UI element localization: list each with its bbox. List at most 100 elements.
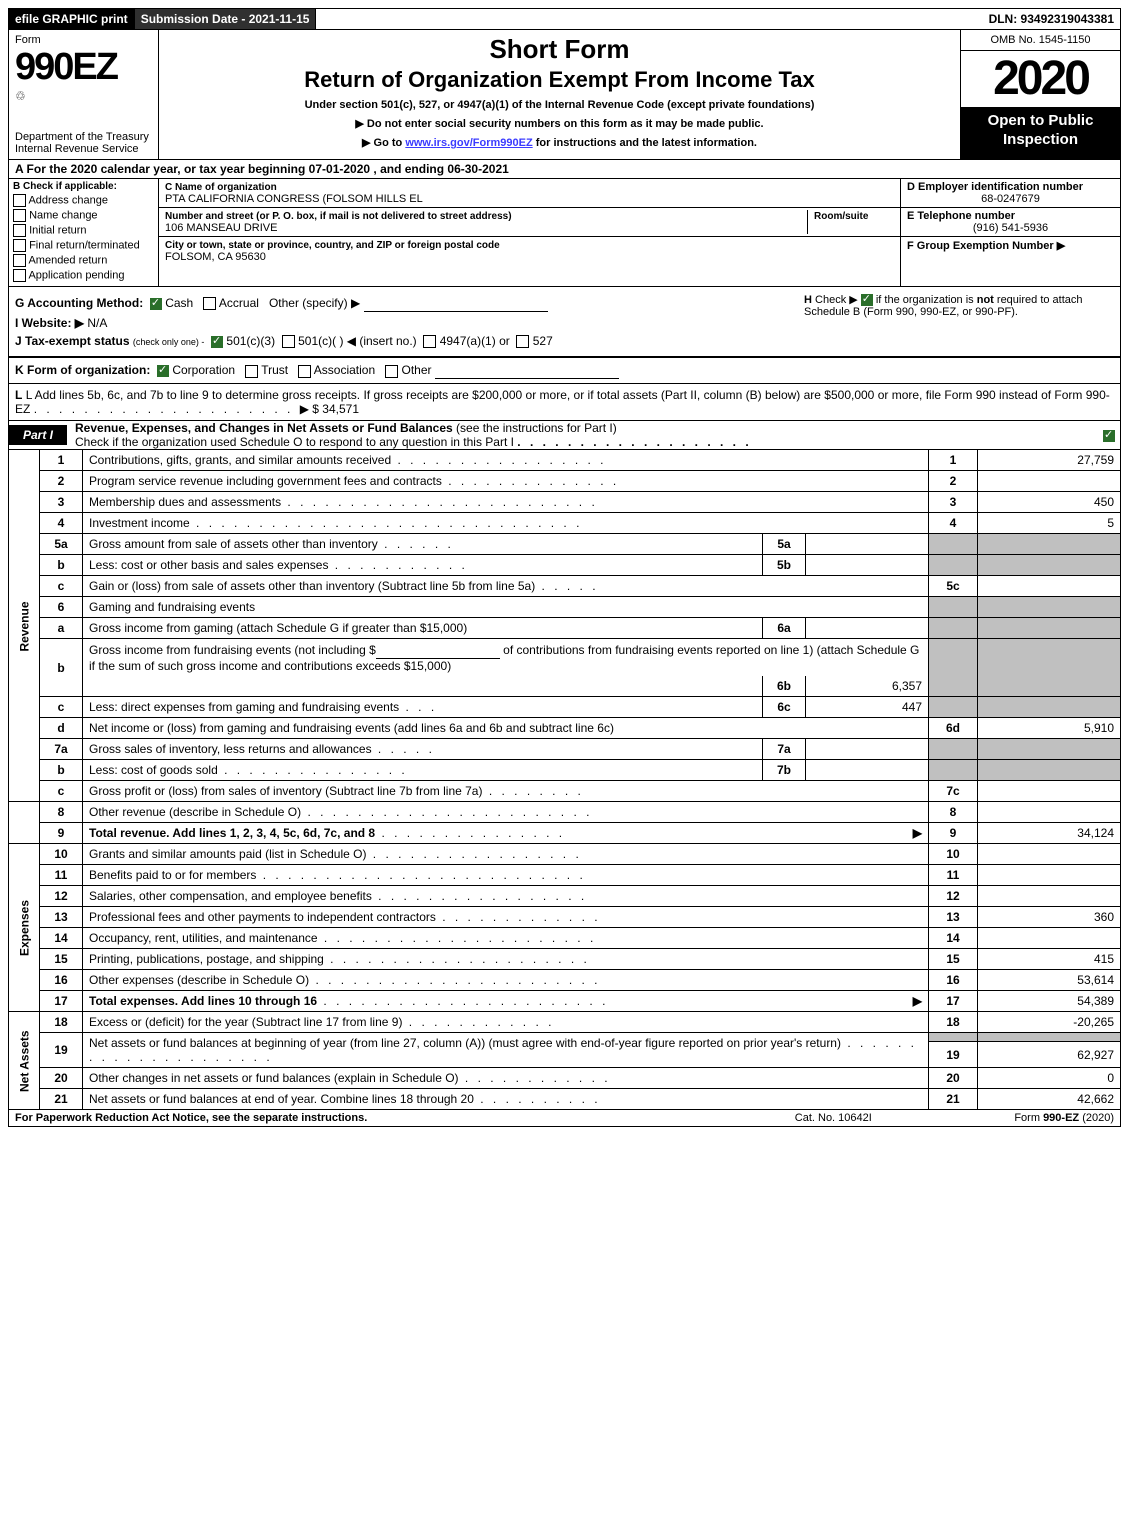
line-4-no: 4 (40, 513, 83, 534)
line-6-desc: Gaming and fundraising events (83, 597, 929, 618)
k-other: Other (402, 363, 432, 377)
chk-assoc[interactable] (298, 365, 311, 378)
line-15-amt: 415 (978, 949, 1121, 970)
line-18-no: 18 (40, 1012, 83, 1033)
shaded-cell (929, 597, 978, 618)
goto-link[interactable]: www.irs.gov/Form990EZ (405, 137, 532, 149)
part-i-header: Part I Revenue, Expenses, and Changes in… (8, 421, 1121, 450)
line-14-num: 14 (929, 928, 978, 949)
phone-label: E Telephone number (907, 210, 1015, 222)
line-9-amt: 34,124 (978, 823, 1121, 844)
form-number: 990EZ (15, 46, 152, 89)
line-6a-subval (806, 618, 929, 639)
chk-initial-return[interactable] (13, 224, 26, 237)
omb-number: OMB No. 1545-1150 (961, 30, 1120, 51)
line-2-num: 2 (929, 471, 978, 492)
group-exemption-label: F Group Exemption Number ▶ (907, 240, 1065, 252)
line-7b-sub: 7b (763, 760, 806, 781)
meta-g-l: H Check ▶ if the organization is not req… (8, 287, 1121, 357)
arrow-icon: ▶ (913, 994, 922, 1008)
chk-address-change[interactable] (13, 194, 26, 207)
line-6a-desc: Gross income from gaming (attach Schedul… (83, 618, 763, 639)
form-word: Form (15, 34, 152, 46)
line-2-desc: Program service revenue including govern… (83, 471, 929, 492)
k-assoc: Association (314, 363, 375, 377)
chk-other[interactable] (385, 365, 398, 378)
line-21-no: 21 (40, 1089, 83, 1110)
line-10-num: 10 (929, 844, 978, 865)
h-label: H (804, 294, 812, 306)
line-8-desc: Other revenue (describe in Schedule O) .… (83, 802, 929, 823)
line-1-no: 1 (40, 450, 83, 471)
chk-cash[interactable] (150, 298, 162, 310)
main-title: Return of Organization Exempt From Incom… (169, 67, 950, 93)
dept-treasury: Department of the Treasury (15, 131, 152, 143)
line-9-desc: Total revenue. Add lines 1, 2, 3, 4, 5c,… (83, 823, 929, 844)
line-6b-sub: 6b (763, 676, 806, 697)
g-other-input[interactable] (364, 295, 548, 312)
line-21-amt: 42,662 (978, 1089, 1121, 1110)
line-6a-no: a (40, 618, 83, 639)
footer-right-pre: Form (1014, 1112, 1043, 1124)
line-4-amt: 5 (978, 513, 1121, 534)
line-20-no: 20 (40, 1068, 83, 1089)
k-corp: Corporation (172, 363, 235, 377)
chk-501c3[interactable] (211, 336, 223, 348)
line-6c-no: c (40, 697, 83, 718)
i-label: I Website: ▶ (15, 316, 84, 330)
chk-final-return[interactable] (13, 239, 26, 252)
line-3-amt: 450 (978, 492, 1121, 513)
shaded-cell (929, 534, 978, 555)
line-8-amt (978, 802, 1121, 823)
h-checkbox-icon[interactable] (861, 294, 873, 306)
section-l: L L Add lines 5b, 6c, and 7b to line 9 t… (8, 384, 1121, 421)
org-name-label: C Name of organization (165, 182, 277, 193)
line-2-no: 2 (40, 471, 83, 492)
website-row: I Website: ▶ N/A (15, 316, 1114, 330)
line-5c-desc: Gain or (loss) from sale of assets other… (83, 576, 929, 597)
chk-trust[interactable] (245, 365, 258, 378)
ein-value: 68-0247679 (907, 193, 1114, 205)
expenses-section-label: Expenses (9, 844, 40, 1012)
street-value: 106 MANSEAU DRIVE (165, 222, 277, 234)
line-3-num: 3 (929, 492, 978, 513)
city-label: City or town, state or province, country… (165, 240, 500, 251)
line-5a-subval (806, 534, 929, 555)
arrow-icon: ▶ (913, 826, 922, 840)
line-6b-contrib-input[interactable] (376, 642, 500, 659)
line-6b-desc1: Gross income from fundraising events (no… (83, 639, 929, 677)
dots-icon: . . . . . . . . . . . . . . . . . . . (517, 435, 751, 449)
org-name: PTA CALIFORNIA CONGRESS (FOLSOM HILLS EL (165, 193, 423, 205)
part-i-schedule-o-check[interactable] (1098, 428, 1120, 442)
shaded-cell (929, 760, 978, 781)
line-6b-no: b (40, 639, 83, 697)
shaded-cell (929, 639, 978, 697)
chk-501c[interactable] (282, 335, 295, 348)
goto-line: ▶ Go to www.irs.gov/Form990EZ for instru… (169, 136, 950, 149)
part-i-table: Revenue 1 Contributions, gifts, grants, … (8, 450, 1121, 1110)
chk-name-change[interactable] (13, 209, 26, 222)
tax-exempt-row: J Tax-exempt status (check only one) - 5… (15, 334, 1114, 348)
shaded-cell (978, 639, 1121, 697)
line-9-no: 9 (40, 823, 83, 844)
chk-app-pending[interactable] (13, 269, 26, 282)
chk-amended-return[interactable] (13, 254, 26, 267)
shaded-cell (978, 1033, 1121, 1042)
line-13-amt: 360 (978, 907, 1121, 928)
chk-527[interactable] (516, 335, 529, 348)
chk-4947[interactable] (423, 335, 436, 348)
line-17-no: 17 (40, 991, 83, 1012)
efile-label: efile GRAPHIC print (9, 9, 135, 29)
line-6d-amt: 5,910 (978, 718, 1121, 739)
opt-name-change: Name change (29, 209, 98, 221)
chk-corp[interactable] (157, 365, 169, 377)
revenue-spacer (9, 802, 40, 844)
k-other-input[interactable] (435, 362, 619, 379)
line-3-desc: Membership dues and assessments . . . . … (83, 492, 929, 513)
line-6c-subval: 447 (806, 697, 929, 718)
line-6d-desc: Net income or (loss) from gaming and fun… (83, 718, 929, 739)
chk-accrual[interactable] (203, 297, 216, 310)
line-7a-desc: Gross sales of inventory, less returns a… (83, 739, 763, 760)
city-value: FOLSOM, CA 95630 (165, 251, 266, 263)
line-7c-desc: Gross profit or (loss) from sales of inv… (83, 781, 929, 802)
